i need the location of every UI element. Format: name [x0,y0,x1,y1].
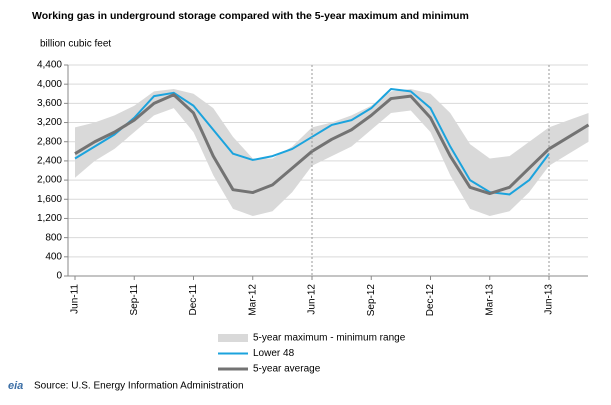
x-tick-label: Sep-11 [129,284,140,316]
logo: eia [8,380,23,392]
x-tick-label: Jun-12 [307,284,318,315]
y-tick-label: 2,000 [37,175,62,186]
y-tick-label: 0 [56,271,62,282]
x-tick-label: Jun-13 [544,284,555,315]
x-tick-label: Jun-11 [70,284,81,314]
series-line [74,93,590,196]
x-tick-label: Sep-12 [366,284,377,317]
x-tick-label: Dec-11 [188,284,199,316]
legend-swatch [218,334,248,342]
series-line [74,87,550,196]
y-tick-label: 3,200 [37,117,62,128]
legend-label: 5-year average [253,364,321,375]
x-tick-label: Mar-12 [247,284,258,316]
chart-title: Working gas in underground storage compa… [32,10,469,22]
y-tick-label: 800 [45,232,62,243]
y-tick-label: 3,600 [37,98,62,109]
y-tick-label: 2,800 [37,136,62,147]
source: Source: U.S. Energy Information Administ… [34,381,244,392]
x-tick-label: Dec-12 [425,284,436,317]
y-axis-label: billion cubic feet [40,39,111,50]
range-area [75,88,589,217]
y-tick-label: 4,000 [37,79,62,90]
y-tick-label: 400 [45,251,62,262]
y-tick-label: 1,200 [37,213,62,224]
y-tick-label: 4,400 [37,60,62,71]
x-tick-label: Mar-13 [484,284,495,316]
y-tick-label: 1,600 [37,194,62,205]
y-tick-label: 2,400 [37,156,62,167]
legend-label: 5-year maximum - minimum range [253,333,406,344]
legend-label: Lower 48 [253,348,295,359]
